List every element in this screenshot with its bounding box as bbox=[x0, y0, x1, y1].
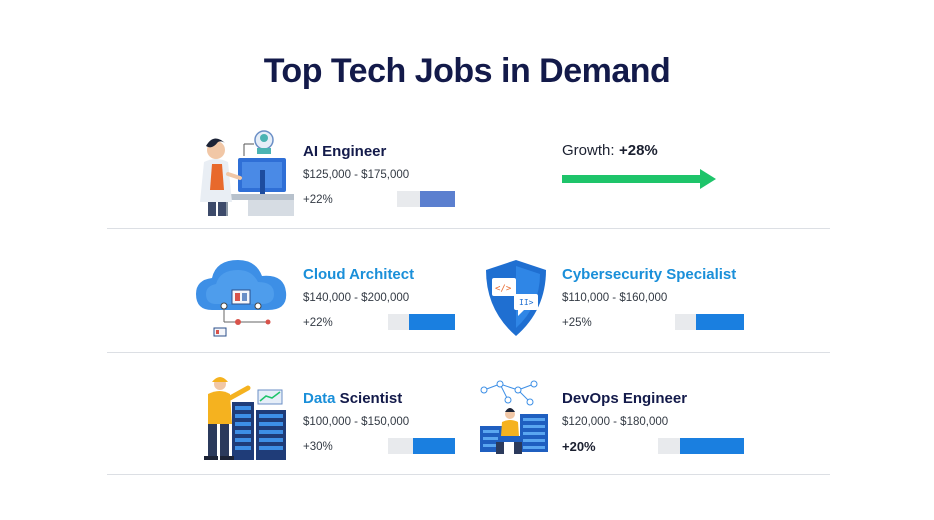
growth-bar-fill bbox=[680, 438, 744, 454]
svg-text:</>: </> bbox=[495, 284, 512, 294]
svg-text:II>: II> bbox=[519, 298, 534, 307]
page-title: Top Tech Jobs in Demand bbox=[263, 52, 671, 90]
shield-illustration: </> II> bbox=[486, 260, 546, 336]
growth-bar bbox=[675, 314, 744, 330]
job-growth: +22% bbox=[303, 194, 333, 206]
growth-bar bbox=[658, 438, 744, 454]
job-salary: $125,000 - $175,000 bbox=[303, 169, 410, 181]
job-growth: +20% bbox=[562, 439, 596, 454]
job-name-part1: Data bbox=[303, 390, 336, 407]
divider bbox=[107, 474, 830, 475]
job-salary: $110,000 - $160,000 bbox=[562, 292, 668, 304]
growth-bar bbox=[397, 191, 455, 207]
growth-value: +28% bbox=[618, 142, 658, 159]
job-name: DevOps Engineer bbox=[562, 390, 688, 407]
divider bbox=[107, 228, 830, 229]
growth-bar-fill bbox=[409, 314, 455, 330]
growth-label: Growth: bbox=[562, 142, 615, 159]
growth-arrow-icon bbox=[562, 169, 716, 189]
job-growth: +30% bbox=[303, 441, 333, 453]
job-salary: $140,000 - $200,000 bbox=[303, 292, 410, 304]
growth-callout: Growth: +28% bbox=[562, 142, 658, 160]
job-name: Cloud Architect bbox=[303, 266, 415, 283]
job-growth: +25% bbox=[562, 317, 592, 329]
growth-bar bbox=[388, 438, 455, 454]
job-name: AI Engineer bbox=[303, 143, 387, 160]
job-name-part2: Scientist bbox=[335, 390, 403, 407]
growth-bar-fill bbox=[413, 438, 455, 454]
job-name: Data Scientist bbox=[303, 390, 402, 407]
data-scientist-illustration bbox=[204, 377, 286, 460]
job-salary: $120,000 - $180,000 bbox=[562, 416, 669, 428]
growth-bar-fill bbox=[696, 314, 744, 330]
job-growth: +22% bbox=[303, 317, 333, 329]
growth-bar-fill bbox=[420, 191, 455, 207]
growth-bar bbox=[388, 314, 455, 330]
cloud-illustration bbox=[196, 260, 287, 337]
job-name: Cybersecurity Specialist bbox=[562, 266, 737, 283]
divider bbox=[107, 352, 830, 353]
job-salary: $100,000 - $150,000 bbox=[303, 416, 410, 428]
devops-illustration bbox=[480, 380, 548, 454]
ai-engineer-illustration bbox=[200, 130, 294, 216]
